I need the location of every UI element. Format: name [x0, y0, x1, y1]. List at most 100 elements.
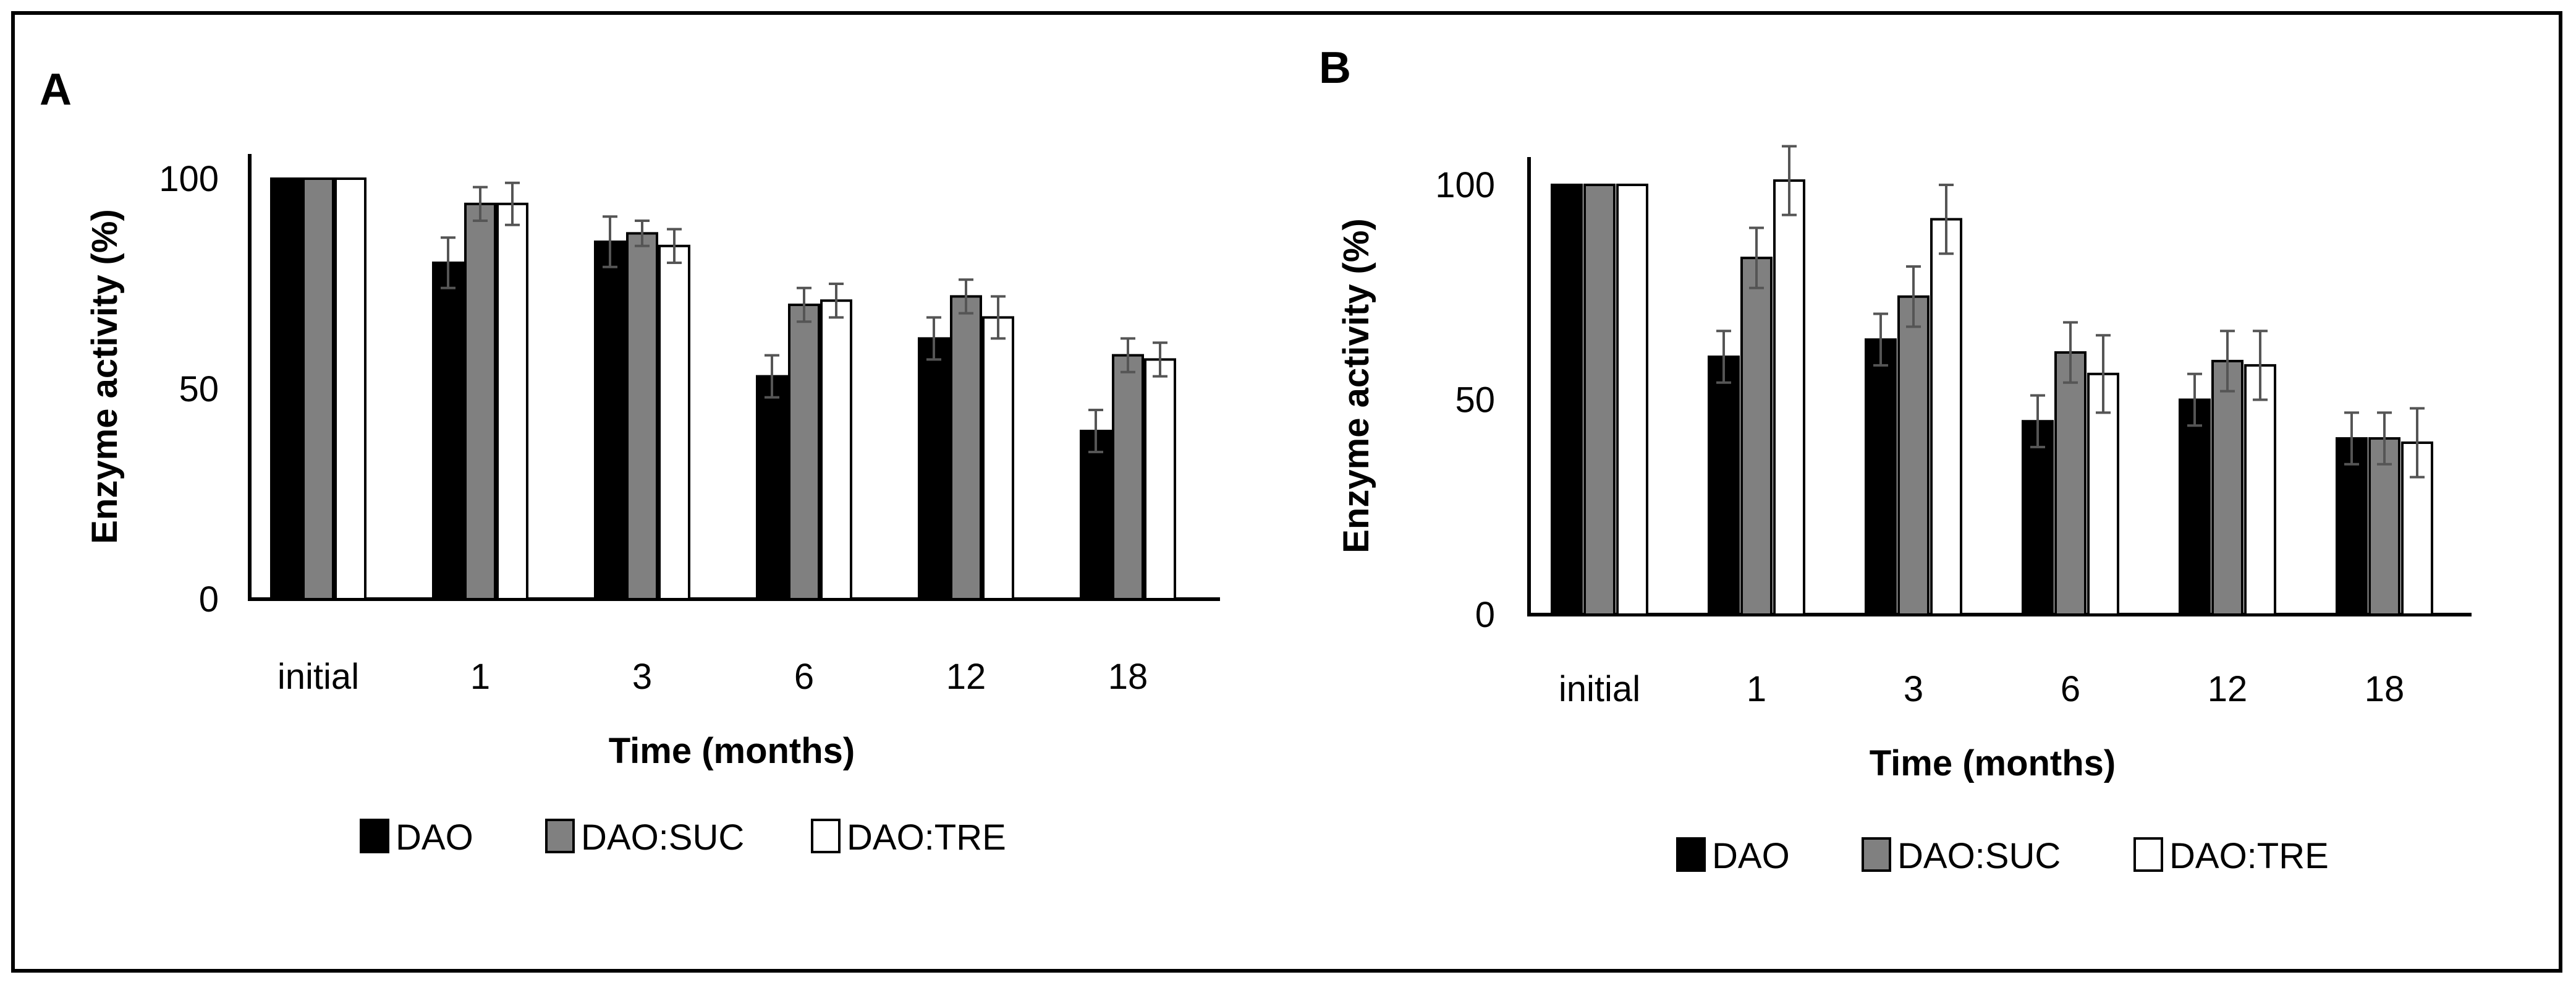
- panel-a-legend-swatch: [545, 819, 575, 853]
- panel-a-error-bar-dao-tre-3: [667, 228, 682, 264]
- panel-a-x-tick-label: 18: [1108, 657, 1148, 697]
- panel-b-x-axis-title: Time (months): [1870, 743, 2116, 783]
- panel-b-bar-dao-suc-6: [2054, 351, 2087, 616]
- panel-a-error-bar-dao-suc-12: [959, 278, 973, 315]
- panel-b-bar-dao-3: [1865, 338, 1897, 616]
- panel-b-bar-dao-18: [2336, 437, 2368, 616]
- panel-a-error-bar-dao-suc-18: [1121, 337, 1135, 373]
- panel-b-x-tick-label: 6: [2061, 669, 2080, 709]
- panel-b-error-bar-dao-18: [2344, 411, 2359, 466]
- panel-a-bar-dao-3: [594, 241, 626, 600]
- panel-a-error-bar-dao-tre-6: [829, 283, 844, 319]
- panel-a-bar-dao-suc-initial: [302, 177, 334, 600]
- panel-b-bar-dao-suc-initial: [1583, 184, 1616, 616]
- panel-a-bar-dao-tre-12: [982, 316, 1014, 600]
- figure-frame: A 0 50 100 initial 1 3 6 12 18 Enzyme activity …: [11, 11, 2562, 973]
- panel-a-error-bar-dao-suc-6: [797, 286, 811, 323]
- panel-a-legend-swatch: [811, 819, 841, 853]
- panel-a-bar-dao-tre-6: [820, 299, 852, 600]
- panel-a-y-ticks: 0 50 100: [159, 159, 219, 620]
- panel-a-x-tick-labels: initial 1 3 6 12 18: [278, 657, 1148, 697]
- panel-b-error-bar-dao-suc-6: [2063, 321, 2078, 384]
- panel-b-x-tick-label: 3: [1904, 669, 1923, 709]
- panel-b-y-tick-label: 50: [1455, 380, 1495, 420]
- panel-b-x-tick-label: initial: [1559, 669, 1640, 709]
- panel-a-legend-item-dao-tre: DAO:TRE: [811, 817, 1006, 858]
- panel-a-bars: [270, 177, 1176, 601]
- panel-a-bar-dao-12: [918, 337, 950, 601]
- panel-b-x-tick-label: 12: [2208, 669, 2248, 709]
- panel-b: B 0 50 100 initial 1 3 6 12 18 Enzyme activity …: [1319, 43, 2472, 876]
- panel-a-legend-item-dao: DAO: [360, 817, 473, 858]
- panel-a-x-axis-title: Time (months): [609, 731, 855, 771]
- panel-b-legend-label: DAO:TRE: [2169, 836, 2329, 876]
- panel-b-bar-dao-tre-12: [2244, 364, 2276, 616]
- panel-b-y-ticks: 0 50 100: [1435, 165, 1495, 635]
- panel-b-error-bar-dao-suc-12: [2220, 330, 2235, 393]
- panel-a-bar-dao-tre-18: [1144, 358, 1176, 601]
- panel-a-bar-dao-suc-6: [788, 304, 820, 600]
- panel-a-y-tick-label: 100: [159, 159, 219, 199]
- panel-b-y-tick-label: 0: [1475, 595, 1495, 635]
- panel-b-legend-label: DAO:SUC: [1897, 836, 2061, 876]
- panel-b-legend-swatch: [2133, 837, 2163, 872]
- panel-b-legend-swatch: [1862, 837, 1891, 872]
- panel-b-bar-dao-initial: [1551, 184, 1583, 616]
- panel-b-bar-dao-tre-1: [1773, 179, 1805, 616]
- panel-a-bar-dao-6: [756, 375, 788, 600]
- panel-b-bars: [1551, 145, 2433, 616]
- panel-b-legend-item-dao-tre: DAO:TRE: [2133, 836, 2329, 876]
- panel-a-bar-dao-tre-1: [496, 202, 528, 600]
- panel-b-error-bar-dao-tre-6: [2096, 334, 2111, 414]
- panel-b-error-bar-dao-3: [1873, 312, 1888, 367]
- panel-b-error-bar-dao-suc-3: [1906, 265, 1921, 328]
- panel-a-label: A: [40, 65, 72, 114]
- panel-b-bar-dao-tre-3: [1930, 218, 1962, 616]
- panel-a-error-bar-dao-3: [603, 215, 617, 268]
- panel-a: A 0 50 100 initial 1 3 6 12 18 Enzyme activity …: [40, 65, 1220, 858]
- panel-a-y-tick-label: 50: [179, 369, 219, 409]
- panel-b-bar-dao-12: [2179, 398, 2211, 616]
- panel-b-legend-label: DAO: [1712, 836, 1790, 876]
- panel-a-bar-dao-tre-3: [658, 244, 690, 600]
- panel-b-label: B: [1319, 43, 1351, 93]
- panel-a-legend-label: DAO:SUC: [581, 817, 744, 858]
- panel-a-bar-dao-tre-initial: [334, 177, 366, 600]
- panel-a-legend-label: DAO: [396, 817, 473, 858]
- panel-a-legend: DAO DAO:SUC DAO:TRE: [360, 817, 1006, 858]
- panel-a-bar-dao-suc-1: [464, 202, 496, 600]
- panel-a-error-bar-dao-6: [765, 354, 779, 399]
- panel-b-y-tick-label: 100: [1435, 165, 1495, 205]
- panel-a-x-tick-label: 6: [794, 657, 814, 697]
- panel-a-error-bar-dao-1: [441, 236, 455, 289]
- panel-a-bar-dao-1: [432, 262, 464, 600]
- panel-b-legend: DAO DAO:SUC DAO:TRE: [1676, 836, 2329, 876]
- panel-b-error-bar-dao-1: [1716, 330, 1731, 384]
- panel-b-error-bar-dao-12: [2187, 372, 2202, 427]
- panel-b-bar-dao-suc-3: [1897, 295, 1930, 616]
- panel-b-legend-swatch: [1676, 837, 1706, 872]
- panel-b-x-tick-label: 1: [1747, 669, 1766, 709]
- panel-a-x-tick-label: initial: [278, 657, 359, 697]
- panel-b-error-bar-dao-tre-18: [2410, 407, 2425, 479]
- panel-b-legend-item-dao: DAO: [1676, 836, 1790, 876]
- panel-a-legend-item-dao-suc: DAO:SUC: [545, 817, 744, 858]
- panel-b-x-tick-labels: initial 1 3 6 12 18: [1559, 669, 2404, 709]
- panel-a-error-bar-dao-suc-1: [473, 185, 488, 222]
- panel-b-bar-dao-suc-12: [2211, 359, 2243, 616]
- panel-b-error-bar-dao-tre-12: [2253, 330, 2268, 401]
- panel-a-y-axis-title: Enzyme activity (%): [85, 209, 125, 544]
- panel-a-error-bar-dao-tre-1: [505, 181, 520, 226]
- panel-b-error-bar-dao-tre-3: [1939, 184, 1954, 255]
- panel-b-bar-dao-tre-initial: [1616, 184, 1648, 616]
- panel-a-x-tick-label: 3: [632, 657, 652, 697]
- panel-b-bar-dao-6: [2022, 420, 2054, 616]
- panel-a-y-tick-label: 0: [199, 579, 219, 620]
- panel-b-x-tick-label: 18: [2365, 669, 2405, 709]
- panel-b-bar-dao-suc-1: [1740, 257, 1773, 616]
- panel-a-bar-dao-suc-12: [950, 295, 982, 600]
- panel-a-x-tick-label: 12: [946, 657, 986, 697]
- panel-a-x-tick-label: 1: [470, 657, 490, 697]
- panel-a-error-bar-dao-tre-18: [1153, 341, 1167, 378]
- panel-a-error-bar-dao-12: [926, 316, 941, 361]
